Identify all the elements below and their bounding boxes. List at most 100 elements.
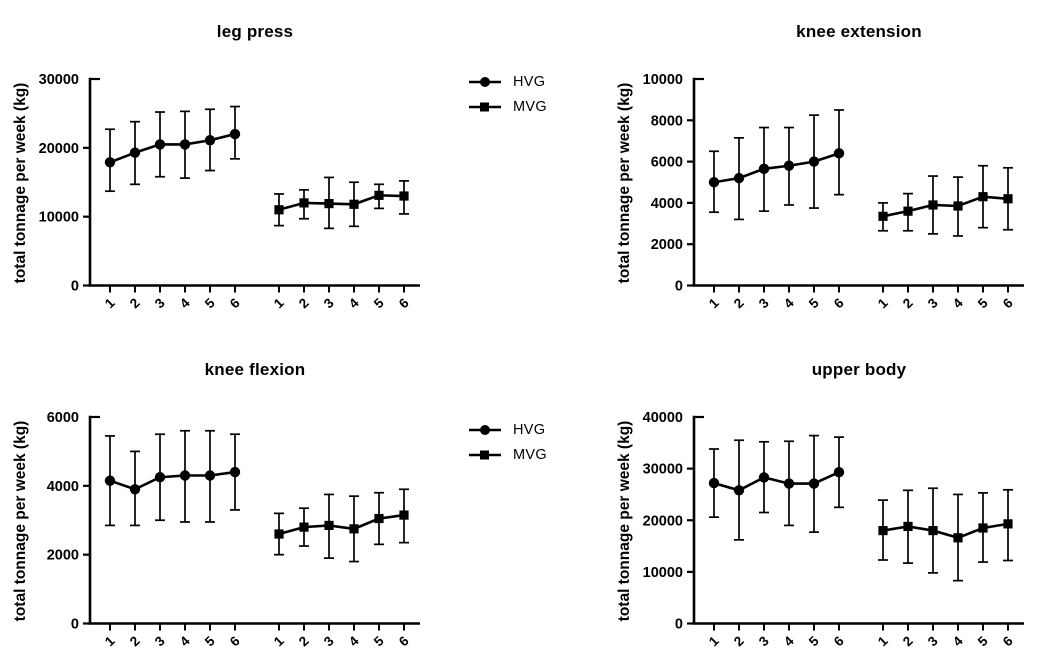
- y-tick-label: 4000: [651, 196, 683, 212]
- series-hvg: [708, 434, 845, 541]
- x-tick-label: 1: [271, 295, 287, 311]
- data-point-circle: [758, 472, 770, 483]
- x-tick-label: 2: [731, 295, 747, 311]
- x-tick-label: 3: [925, 295, 941, 311]
- legend-label-mvg: MVG: [513, 99, 547, 115]
- data-point-square: [878, 525, 888, 536]
- data-point-circle: [179, 139, 191, 150]
- x-tick-label: 6: [1000, 633, 1016, 649]
- chart-title: knee flexion: [204, 360, 306, 379]
- x-tick-label: 4: [950, 295, 966, 311]
- data-point-square: [399, 510, 409, 520]
- series-hvg: [104, 429, 241, 527]
- data-point-square: [1003, 519, 1013, 529]
- y-tick-label: 2000: [47, 548, 79, 564]
- data-point-square: [374, 513, 384, 524]
- y-tick-label: 6000: [47, 410, 79, 426]
- data-point-circle: [808, 478, 820, 489]
- x-tick-label: 4: [177, 295, 193, 311]
- series-hvg: [708, 109, 845, 221]
- series-hvg: [104, 105, 241, 193]
- data-point-square: [349, 199, 359, 209]
- hvg-circle-marker-icon: [469, 425, 501, 435]
- data-point-circle: [808, 156, 820, 167]
- x-tick-label: 6: [831, 633, 847, 649]
- x-tick-label: 4: [781, 633, 797, 649]
- data-point-circle: [783, 478, 795, 489]
- data-point-circle: [708, 477, 720, 489]
- data-point-circle: [204, 470, 216, 481]
- series-line: [882, 522, 1009, 540]
- data-point-circle: [783, 160, 795, 171]
- legend-bottom: HVG MVG: [468, 422, 547, 463]
- mvg-square-marker-icon: [469, 102, 501, 112]
- data-point-circle: [833, 467, 845, 478]
- x-tick-label: 6: [396, 633, 412, 649]
- x-tick-label: 4: [781, 295, 797, 311]
- x-tick-label: 6: [227, 295, 243, 311]
- x-tick-label: 5: [202, 295, 218, 311]
- series-mvg: [274, 176, 409, 230]
- chart-title: knee extension: [796, 22, 922, 41]
- legend-label-hvg: HVG: [513, 422, 546, 438]
- x-tick-label: 1: [706, 295, 722, 311]
- y-tick-label: 30000: [39, 72, 79, 88]
- data-point-square: [299, 522, 309, 532]
- x-tick-label: 6: [396, 295, 412, 311]
- data-point-circle: [129, 147, 141, 158]
- x-tick-label: 4: [177, 633, 193, 649]
- data-point-circle: [229, 128, 241, 140]
- y-tick-label: 40000: [643, 410, 683, 426]
- chart-upper-body: 0 10000 20000 30000 40000 1 2 3 4 5 6 1 2 3 4 5 6 upper …: [582, 338, 1049, 668]
- x-tick-label: 3: [152, 295, 168, 311]
- x-tick-label: 6: [831, 295, 847, 311]
- series-line: [109, 132, 236, 164]
- data-point-square: [903, 521, 913, 532]
- x-tick-label: 1: [102, 633, 118, 649]
- y-tick-label: 0: [675, 617, 683, 633]
- series-line: [882, 195, 1009, 218]
- data-point-circle: [229, 466, 241, 478]
- y-axis-label: total tonnage per week (kg): [616, 82, 633, 284]
- x-tick-label: 4: [950, 633, 966, 649]
- y-tick-label: 0: [71, 279, 79, 295]
- legend-label-hvg: HVG: [513, 74, 546, 90]
- y-tick-label: 20000: [39, 141, 79, 157]
- data-point-square: [274, 529, 284, 539]
- x-tick-label: 6: [227, 633, 243, 649]
- y-tick-label: 0: [675, 279, 683, 295]
- y-tick-label: 6000: [651, 155, 683, 171]
- chart-knee-flexion: 0 2000 4000 6000 1 2 3 4 5 6 1 2 3 4 5 6 knee flexion t…: [0, 338, 470, 668]
- x-tick-label: 6: [1000, 295, 1016, 311]
- data-point-square: [274, 205, 284, 215]
- x-tick-label: 1: [875, 295, 891, 311]
- x-tick-label: 2: [127, 295, 143, 311]
- data-point-square: [324, 520, 334, 531]
- x-tick-label: 5: [806, 633, 822, 649]
- data-point-circle: [758, 163, 770, 175]
- data-point-square: [374, 190, 384, 200]
- x-tick-label: 1: [875, 633, 891, 649]
- data-point-square: [928, 200, 938, 210]
- y-tick-label: 10000: [39, 210, 79, 226]
- y-tick-label: 2000: [651, 237, 683, 253]
- data-point-square: [978, 192, 988, 202]
- chart-title: upper body: [811, 360, 907, 379]
- x-tick-label: 2: [900, 295, 916, 311]
- chart-title: leg press: [216, 22, 294, 41]
- series-line: [278, 194, 405, 212]
- data-point-square: [953, 533, 963, 543]
- x-tick-label: 3: [756, 295, 772, 311]
- hvg-circle-marker-icon: [469, 77, 501, 87]
- y-tick-label: 30000: [643, 462, 683, 478]
- mvg-square-marker-icon: [469, 450, 501, 460]
- data-point-circle: [104, 157, 116, 168]
